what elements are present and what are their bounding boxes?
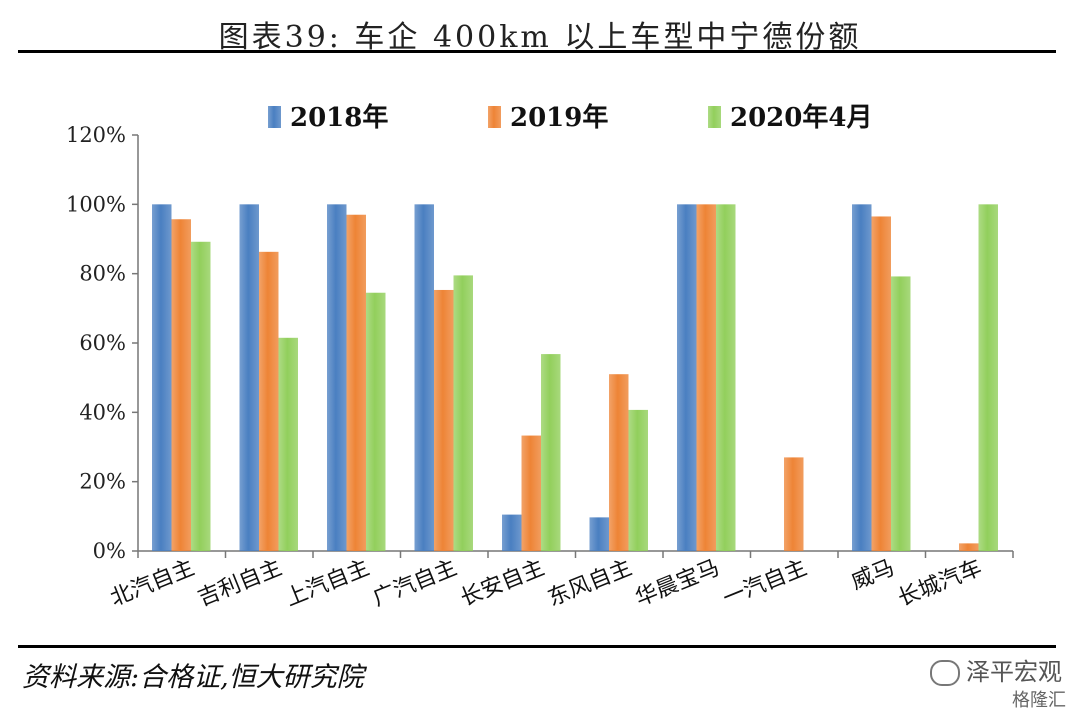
- top-rule: [18, 50, 1056, 53]
- x-category-label: 上汽自主: [282, 555, 373, 611]
- x-category-label: 吉利自主: [195, 555, 286, 611]
- bar: [239, 204, 259, 552]
- bar: [521, 435, 541, 551]
- x-category-label: 北汽自主: [107, 555, 198, 611]
- bar: [414, 204, 434, 552]
- y-tick-label: 120%: [66, 123, 126, 147]
- bar: [502, 514, 522, 551]
- bar: [696, 204, 716, 552]
- bar: [434, 289, 454, 551]
- x-category-label: 威马: [848, 555, 898, 595]
- bar: [609, 374, 629, 551]
- y-tick-label: 60%: [79, 331, 126, 355]
- y-tick-label: 40%: [79, 400, 126, 424]
- bar: [716, 204, 736, 552]
- y-tick-label: 100%: [66, 192, 126, 216]
- bar: [191, 241, 211, 552]
- bar: [259, 251, 279, 551]
- bar: [541, 354, 561, 551]
- x-category-label: 广汽自主: [370, 555, 461, 611]
- x-category-label: 长安自主: [457, 555, 548, 611]
- y-tick-label: 0%: [93, 539, 126, 563]
- x-category-label: 长城汽车: [895, 555, 986, 611]
- bar: [171, 219, 191, 552]
- legend-label: 2018年: [290, 102, 388, 133]
- wechat-icon: [930, 660, 960, 686]
- bottom-rule: [18, 645, 1056, 648]
- source-note: 资料来源:合格证,恒大研究院: [22, 662, 364, 693]
- bar: [589, 517, 609, 551]
- bar: [366, 292, 386, 551]
- legend-label: 2020年4月: [730, 102, 872, 133]
- legend-swatch: [488, 106, 501, 128]
- bar: [784, 457, 804, 551]
- watermark-secondary: 格隆汇: [1012, 690, 1066, 711]
- legend-label: 2019年: [510, 102, 608, 133]
- bar: [327, 204, 347, 552]
- y-tick-label: 80%: [79, 262, 126, 286]
- bar: [628, 409, 648, 551]
- bar: [677, 204, 697, 552]
- bar-chart: 0% 20% 40% 60% 80% 100% 120% 北汽自主吉利自主上汽自主广汽自主长安…: [66, 102, 1014, 612]
- bar: [959, 543, 979, 551]
- bar: [346, 214, 366, 551]
- chart-title: 图表39: 车企 400km 以上车型中宁德份额: [218, 20, 862, 55]
- bar: [152, 204, 172, 552]
- x-category-label: 东风自主: [545, 555, 636, 611]
- chart-legend: 2018年 2019年 2020年4月: [268, 102, 872, 133]
- bar: [891, 276, 911, 551]
- legend-swatch: [708, 106, 721, 128]
- watermark: 泽平宏观: [930, 652, 1062, 687]
- x-category-label: 一汽自主: [720, 555, 811, 611]
- legend-swatch: [268, 106, 281, 128]
- bar: [852, 204, 872, 552]
- chart-bars: [152, 204, 998, 552]
- bar: [278, 337, 298, 551]
- bar: [453, 275, 473, 551]
- watermark-text: 泽平宏观: [966, 658, 1062, 686]
- bar: [978, 204, 998, 552]
- y-tick-label: 20%: [79, 470, 126, 494]
- x-category-label: 华晨宝马: [632, 555, 723, 611]
- bar: [871, 216, 891, 551]
